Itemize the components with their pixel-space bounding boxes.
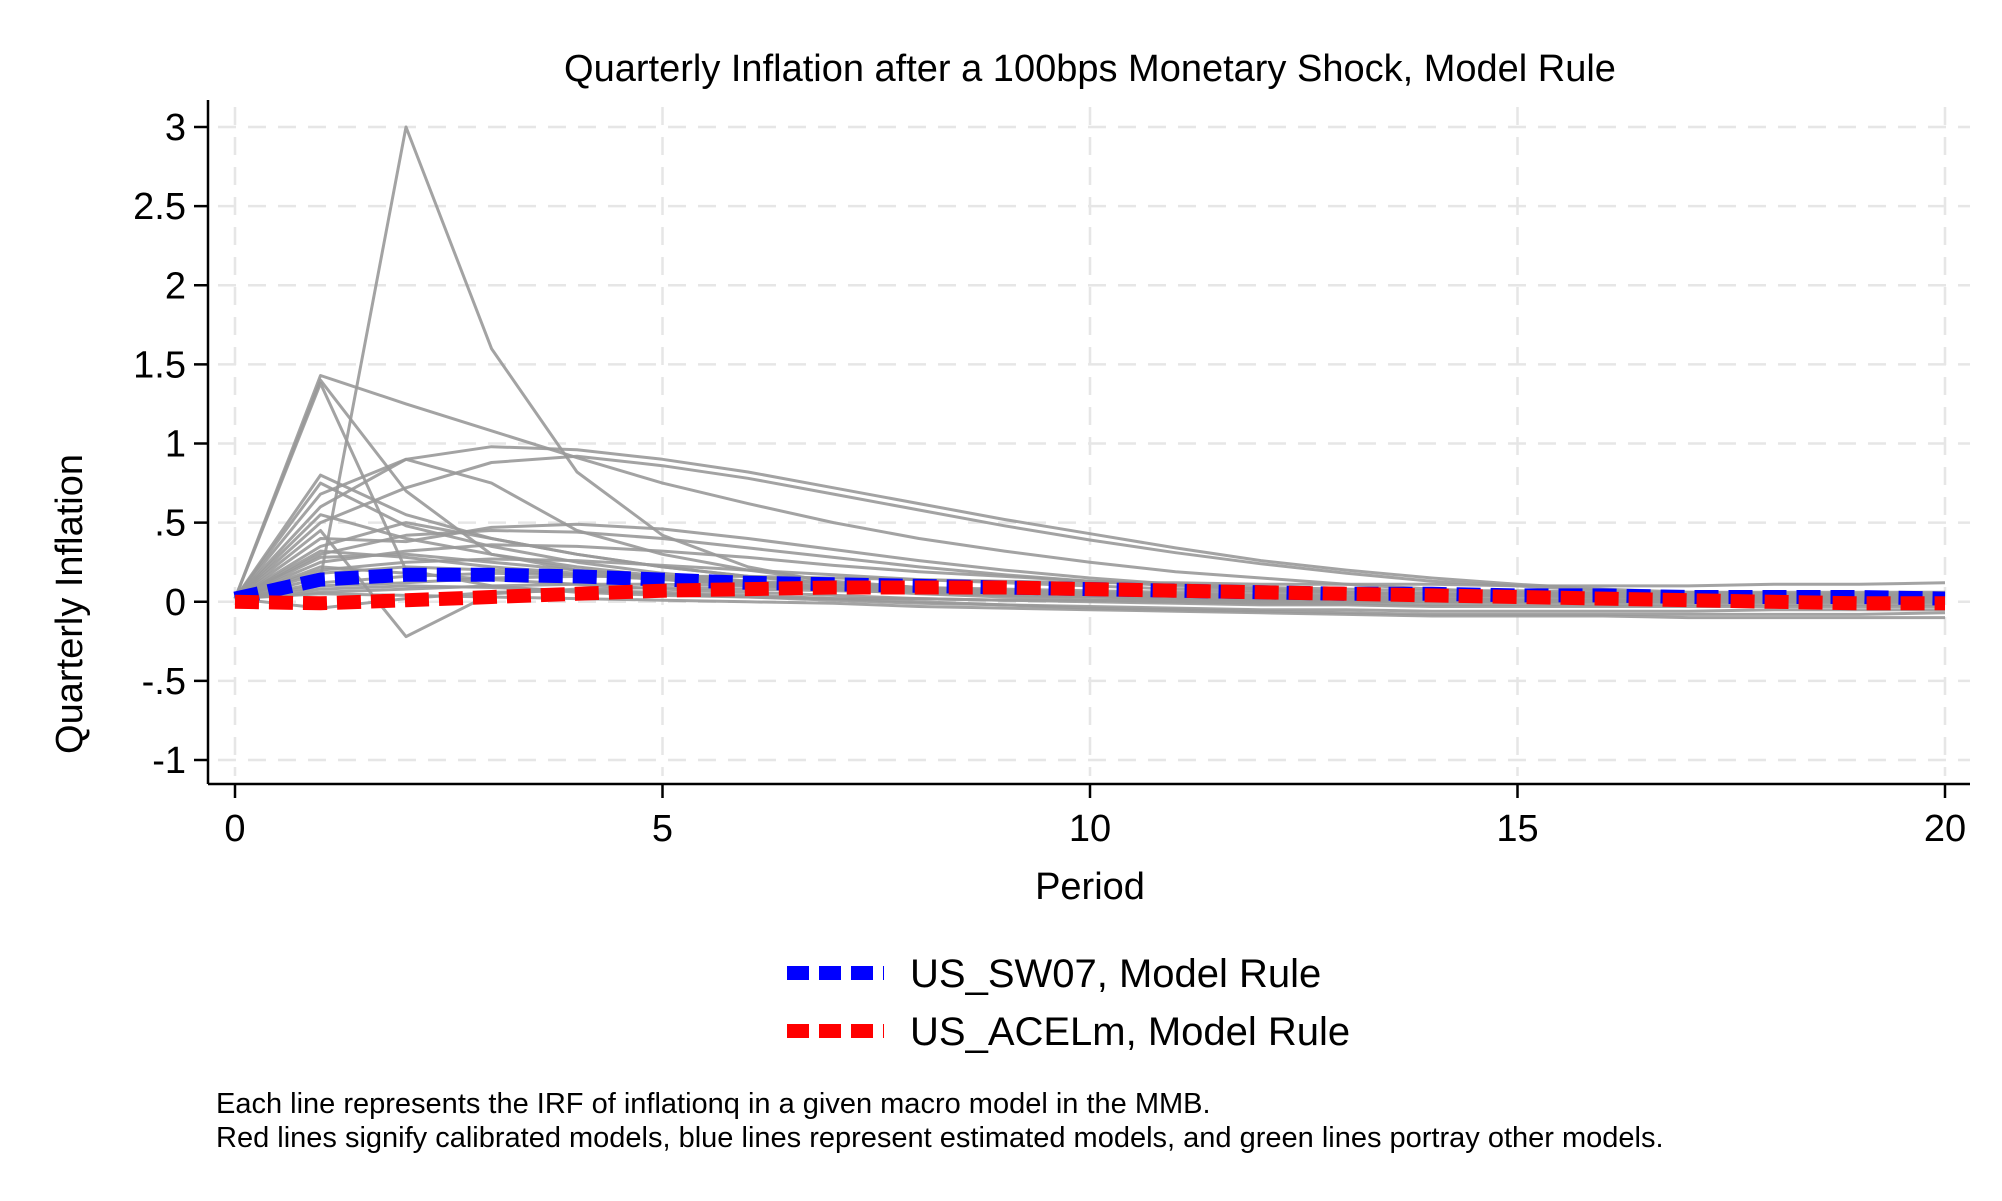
x-tick-label: 20: [1924, 808, 1966, 850]
legend-label-us-acelm: US_ACELm, Model Rule: [910, 1010, 1350, 1054]
chart-title: Quarterly Inflation after a 100bps Monet…: [564, 48, 1616, 90]
y-tick-label: 0: [165, 582, 186, 624]
x-tick-label: 15: [1496, 808, 1538, 850]
x-tick-label: 5: [652, 808, 673, 850]
model-irf-line: [234, 584, 1945, 613]
y-axis-ticks: -1 -.5 0 .5 1 1.5 2 2.5 3: [133, 107, 208, 782]
y-tick-label: 3: [165, 107, 186, 149]
x-axis-ticks: 0 5 10 15 20: [224, 784, 1966, 850]
series-line-us-acelm: [234, 580, 1945, 611]
y-tick-label: 2: [165, 265, 186, 307]
highlighted-model-lines: [233, 567, 1946, 611]
y-tick-label: -1: [152, 740, 186, 782]
note-line-2: Red lines signify calibrated models, blu…: [216, 1122, 1664, 1154]
legend-label-us-sw07: US_SW07, Model Rule: [910, 952, 1321, 996]
legend: US_SW07, Model Rule US_ACELm, Model Rule: [787, 952, 1350, 1054]
y-axis-title: Quarterly Inflation: [49, 454, 91, 754]
x-tick-label: 0: [224, 808, 245, 850]
y-tick-label: 1.5: [133, 344, 186, 386]
model-irf-line: [234, 552, 1945, 607]
y-tick-label: -.5: [142, 661, 186, 703]
y-tick-label: 1: [165, 424, 186, 466]
note-line-1: Each line represents the IRF of inflatio…: [216, 1088, 1211, 1120]
y-tick-label: .5: [154, 503, 186, 545]
y-tick-label: 2.5: [133, 186, 186, 228]
x-axis-title: Period: [1035, 866, 1145, 908]
x-tick-label: 10: [1069, 808, 1111, 850]
